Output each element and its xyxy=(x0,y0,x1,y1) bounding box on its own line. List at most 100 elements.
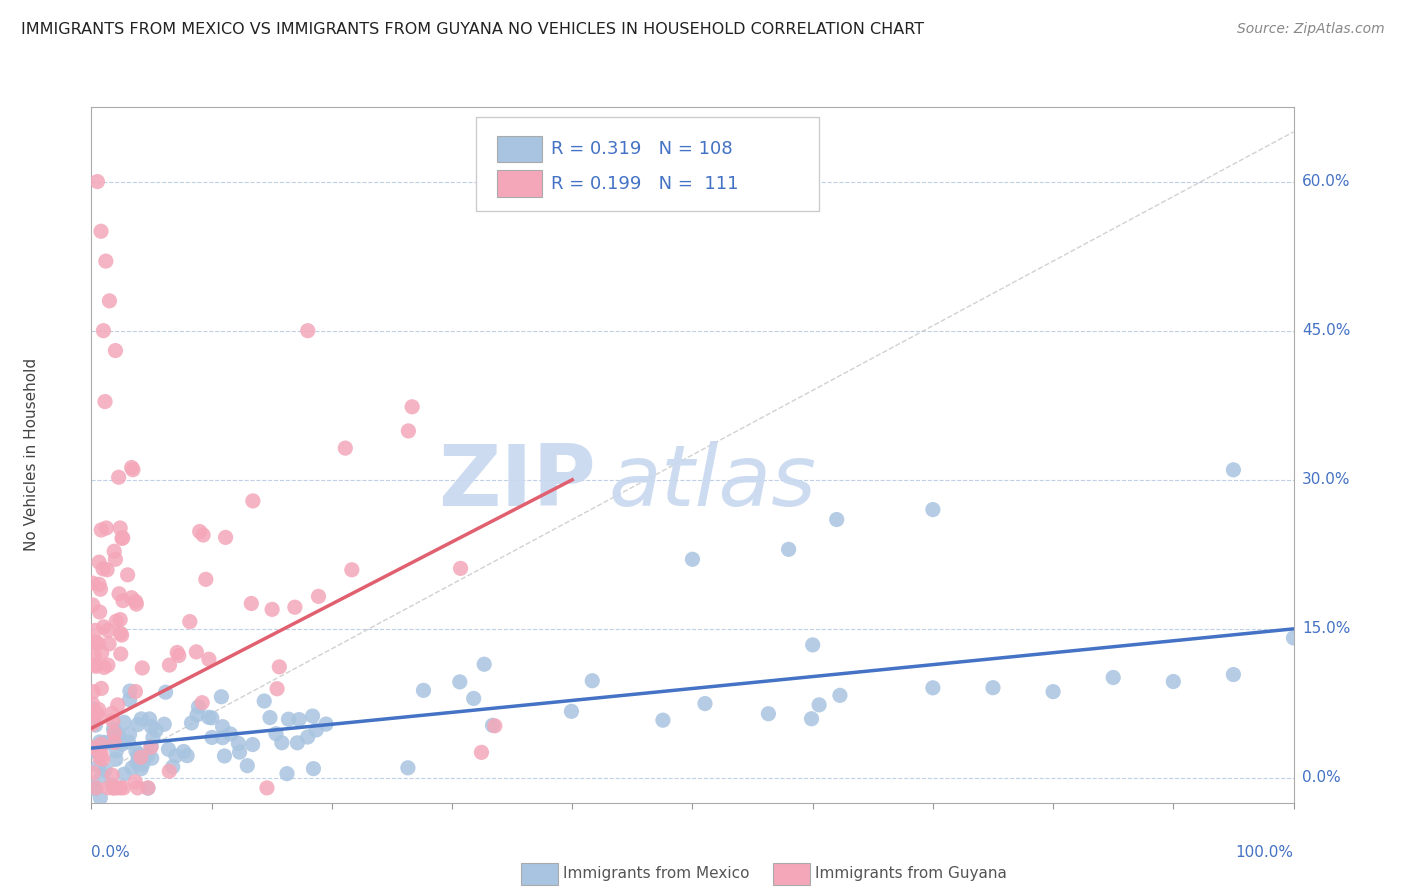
Point xyxy=(89,711,111,725)
Point xyxy=(94,394,117,409)
Point xyxy=(145,723,167,738)
Point xyxy=(127,747,149,762)
Point xyxy=(107,727,129,741)
Point xyxy=(127,780,149,795)
Text: 45.0%: 45.0% xyxy=(1302,323,1350,338)
Point xyxy=(97,658,120,673)
Point xyxy=(125,594,148,608)
Point xyxy=(449,674,471,689)
Point xyxy=(681,552,703,566)
Point xyxy=(1222,463,1244,477)
Point xyxy=(401,400,423,414)
Point xyxy=(82,740,104,755)
Point xyxy=(121,761,143,775)
Point xyxy=(94,254,117,268)
Point xyxy=(96,563,118,577)
Point xyxy=(96,521,118,535)
Point xyxy=(141,751,163,765)
Point xyxy=(111,737,134,751)
Point xyxy=(197,710,219,724)
Point xyxy=(82,702,104,716)
Point xyxy=(242,738,264,752)
Point xyxy=(236,758,259,772)
Point xyxy=(89,751,111,765)
Point xyxy=(90,523,112,537)
Point xyxy=(125,597,148,611)
Point xyxy=(922,502,945,516)
Point xyxy=(301,709,323,723)
Point xyxy=(103,726,125,740)
Point xyxy=(228,745,250,759)
Text: atlas: atlas xyxy=(609,442,817,524)
Text: Immigrants from Guyana: Immigrants from Guyana xyxy=(815,866,1007,881)
Point xyxy=(84,781,107,796)
Point xyxy=(165,748,187,763)
Point xyxy=(111,532,134,546)
Point xyxy=(108,613,131,627)
Point xyxy=(84,635,107,649)
Point xyxy=(90,224,112,238)
Point xyxy=(93,620,115,634)
Point xyxy=(105,744,128,758)
Point xyxy=(93,735,115,749)
Point xyxy=(463,691,485,706)
Point xyxy=(136,748,159,763)
Point xyxy=(808,698,831,712)
Point xyxy=(800,712,823,726)
Text: IMMIGRANTS FROM MEXICO VS IMMIGRANTS FROM GUYANA NO VEHICLES IN HOUSEHOLD CORREL: IMMIGRANTS FROM MEXICO VS IMMIGRANTS FRO… xyxy=(21,22,924,37)
Point xyxy=(83,648,105,663)
Point xyxy=(87,636,110,650)
Point xyxy=(297,324,319,338)
Point xyxy=(131,757,153,772)
Point xyxy=(129,762,152,776)
Point xyxy=(98,293,121,308)
Point xyxy=(90,681,112,696)
Point xyxy=(91,769,114,783)
Point xyxy=(86,706,108,721)
Point xyxy=(253,694,276,708)
Point xyxy=(1042,684,1064,698)
Point xyxy=(138,712,160,726)
Point xyxy=(103,780,125,795)
Point xyxy=(84,718,107,732)
Point xyxy=(242,494,264,508)
Point xyxy=(125,756,148,770)
Point xyxy=(1161,674,1184,689)
Point xyxy=(107,698,129,712)
FancyBboxPatch shape xyxy=(496,136,543,162)
Text: ZIP: ZIP xyxy=(439,442,596,524)
Point xyxy=(581,673,603,688)
Point xyxy=(104,343,127,358)
Point xyxy=(162,760,184,774)
Point xyxy=(110,647,132,661)
Point xyxy=(108,521,131,535)
Point xyxy=(297,730,319,744)
Point xyxy=(127,717,149,731)
Point xyxy=(264,727,287,741)
Point xyxy=(131,661,153,675)
Point xyxy=(89,577,111,591)
Point xyxy=(118,692,141,706)
Point xyxy=(1282,631,1305,645)
Text: 0.0%: 0.0% xyxy=(91,845,131,860)
Point xyxy=(186,645,208,659)
Point xyxy=(108,587,131,601)
Point xyxy=(825,512,848,526)
Point xyxy=(470,745,492,759)
Point xyxy=(1102,671,1125,685)
Point xyxy=(111,593,134,607)
Point xyxy=(136,780,159,795)
Point xyxy=(125,744,148,758)
Point xyxy=(214,530,236,544)
Point xyxy=(84,624,107,638)
FancyBboxPatch shape xyxy=(520,863,558,885)
Point xyxy=(167,648,190,663)
Point xyxy=(103,731,125,745)
Point xyxy=(166,645,188,659)
Point xyxy=(396,424,419,438)
Point xyxy=(83,706,105,720)
Point xyxy=(90,746,112,760)
Point xyxy=(335,441,357,455)
Point xyxy=(82,598,104,612)
Point xyxy=(240,597,263,611)
